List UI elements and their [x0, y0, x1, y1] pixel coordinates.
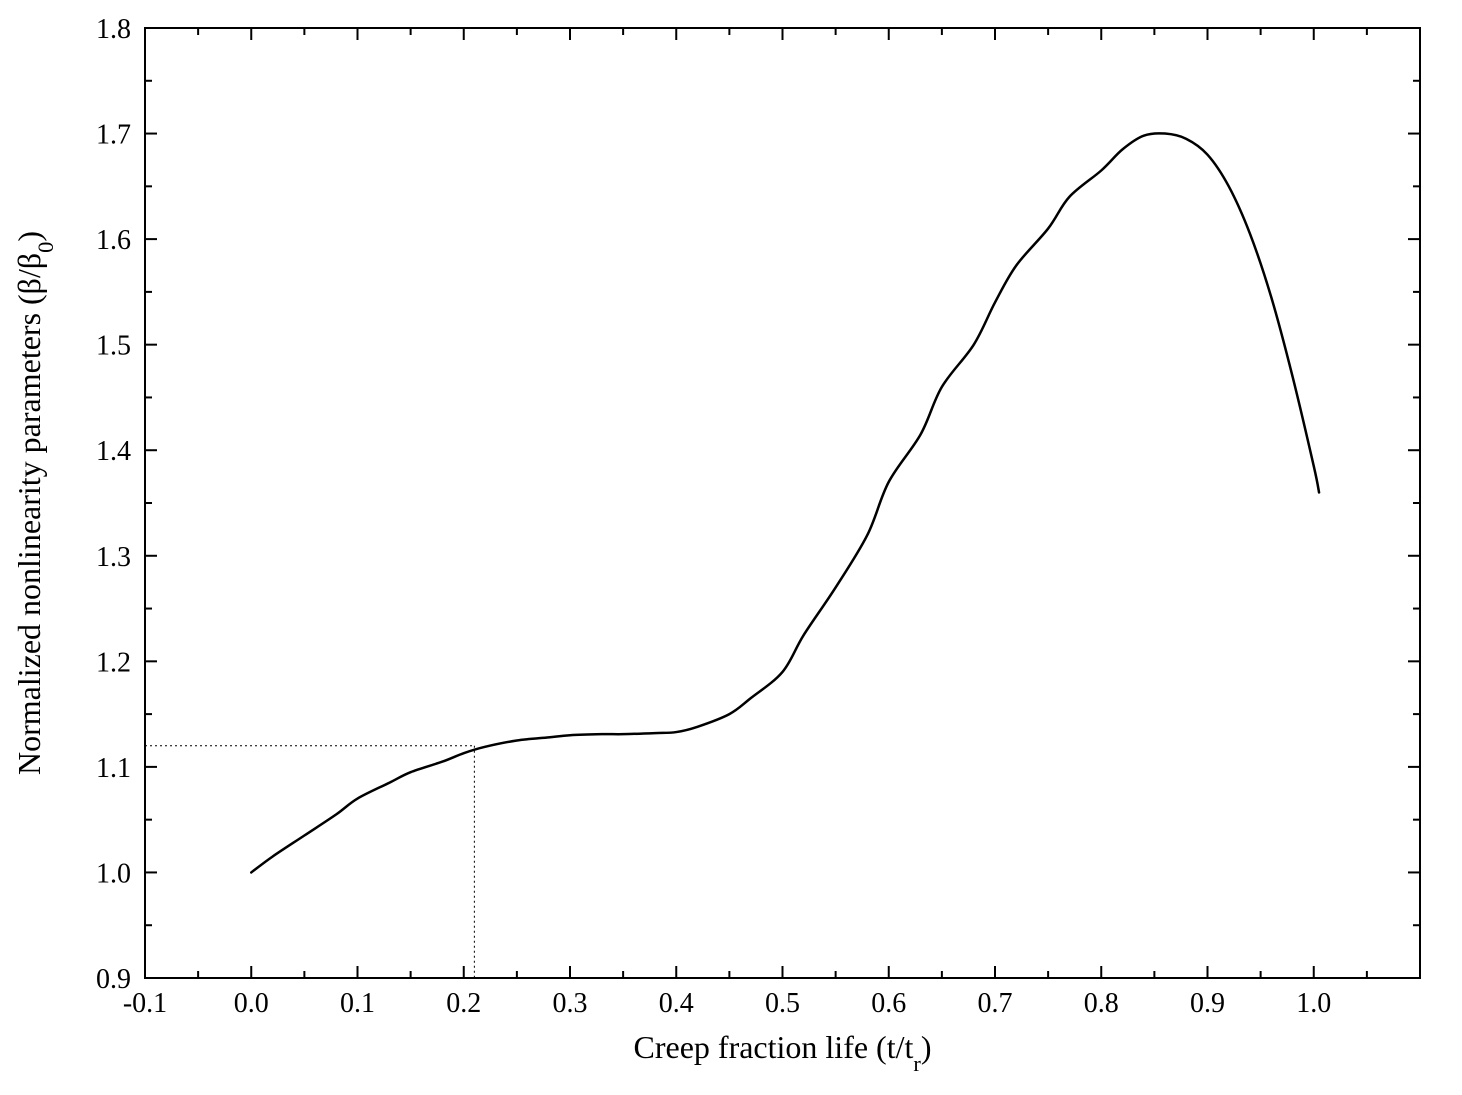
- x-tick-label: 0.4: [659, 988, 694, 1019]
- x-tick-label: 1.0: [1296, 988, 1331, 1019]
- y-tick-label: 1.1: [96, 753, 131, 784]
- y-tick-label: 0.9: [96, 964, 131, 995]
- y-tick-label: 1.5: [96, 331, 131, 362]
- x-tick-label: 0.5: [765, 988, 800, 1019]
- x-tick-label: 0.1: [340, 988, 375, 1019]
- x-tick-label: 0.6: [871, 988, 906, 1019]
- y-tick-label: 1.3: [96, 542, 131, 573]
- y-tick-label: 1.0: [96, 858, 131, 889]
- x-tick-label: 0.0: [234, 988, 269, 1019]
- x-tick-label: 0.9: [1190, 988, 1225, 1019]
- y-tick-label: 1.7: [96, 120, 131, 151]
- x-tick-label: 0.7: [978, 988, 1013, 1019]
- x-tick-label: 0.3: [553, 988, 588, 1019]
- y-tick-label: 1.8: [96, 14, 131, 45]
- x-tick-label: 0.8: [1084, 988, 1119, 1019]
- chart-container: -0.10.00.10.20.30.40.50.60.70.80.91.00.9…: [0, 0, 1462, 1095]
- y-tick-label: 1.4: [96, 436, 131, 467]
- y-tick-label: 1.6: [96, 225, 131, 256]
- x-tick-label: 0.2: [446, 988, 481, 1019]
- y-tick-label: 1.2: [96, 647, 131, 678]
